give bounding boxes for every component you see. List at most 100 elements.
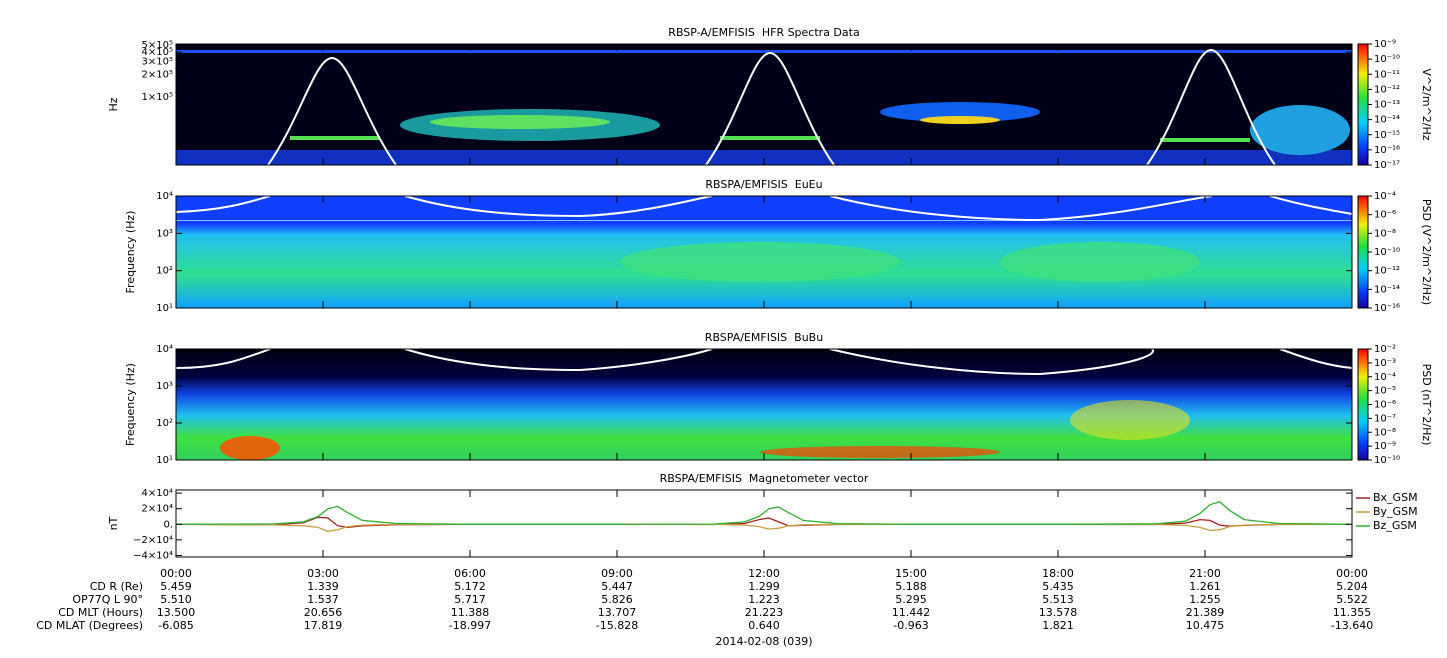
ephemeris-value: 11.355 — [1333, 606, 1372, 619]
ephemeris-value: -0.963 — [893, 619, 928, 632]
y-tick-label: 4×10⁵ — [142, 47, 173, 58]
ephemeris-value: 5.826 — [601, 593, 633, 606]
ephemeris-value: 13.578 — [1039, 606, 1078, 619]
ephemeris-value: 5.717 — [454, 593, 486, 606]
date-label: 2014-02-08 (039) — [715, 635, 812, 648]
y-tick-label: 2×10⁵ — [142, 70, 173, 81]
colorbar-tick-label: 10⁻¹⁰ — [1374, 247, 1400, 258]
ephemeris-value: 5.204 — [1336, 580, 1368, 593]
ephemeris-value: 5.172 — [454, 580, 486, 593]
colorbar-tick-label: 10⁻¹⁶ — [1374, 145, 1400, 156]
colorbar-tick-label: 10⁻¹⁶ — [1374, 303, 1400, 314]
colorbar-tick-label: 10⁻¹¹ — [1374, 69, 1400, 80]
colorbar-tick-label: 10⁻¹³ — [1374, 100, 1400, 111]
x-tick-label: 03:00 — [307, 567, 339, 580]
ephemeris-value: 1.537 — [307, 593, 339, 606]
x-tick-label: 06:00 — [454, 567, 486, 580]
colorbar-tick-label: 10⁻¹⁴ — [1374, 115, 1400, 126]
ephemeris-value: 17.819 — [304, 619, 343, 632]
ephemeris-label: OP77Q L 90° — [72, 593, 143, 606]
x-tick-label: 09:00 — [601, 567, 633, 580]
x-tick-label: 15:00 — [895, 567, 927, 580]
colorbar-tick-label: 10⁻⁷ — [1374, 413, 1396, 424]
colorbar-tick-label: 10⁻⁴ — [1374, 191, 1396, 202]
y-tick-label: 10⁴ — [156, 191, 173, 202]
x-tick-label: 12:00 — [748, 567, 780, 580]
ephemeris-value: 1.255 — [1189, 593, 1221, 606]
ephemeris-value: 21.223 — [745, 606, 784, 619]
colorbar-tick-label: 10⁻³ — [1374, 358, 1396, 369]
ephemeris-value: -15.828 — [596, 619, 638, 632]
x-tick-label: 21:00 — [1189, 567, 1221, 580]
y-tick-label: 10¹ — [156, 303, 173, 314]
colorbar-tick-label: 10⁻¹⁰ — [1374, 455, 1400, 466]
colorbar-tick-label: 10⁻⁵ — [1374, 386, 1396, 397]
panel-title: RBSPA/EMFISIS BuBu — [705, 331, 823, 344]
colorbar-tick-label: 10⁻¹⁵ — [1374, 130, 1400, 141]
colorbar-tick-label: 10⁻¹⁴ — [1374, 284, 1400, 295]
ephemeris-value: 5.522 — [1336, 593, 1368, 606]
ephemeris-value: -6.085 — [158, 619, 193, 632]
colorbar-tick-label: 10⁻⁹ — [1374, 39, 1396, 50]
ephemeris-value: 13.707 — [598, 606, 637, 619]
x-tick-label: 18:00 — [1042, 567, 1074, 580]
ephemeris-value: 10.475 — [1186, 619, 1225, 632]
ephemeris-value: 5.513 — [1042, 593, 1074, 606]
colorbar-tick-label: 10⁻⁸ — [1374, 228, 1396, 239]
ephemeris-value: 11.442 — [892, 606, 931, 619]
ephemeris-value: 5.295 — [895, 593, 927, 606]
y-axis-label: Frequency (Hz) — [124, 363, 137, 446]
y-tick-label: 10⁴ — [156, 344, 173, 355]
y-tick-label: 5×10⁵ — [142, 40, 173, 51]
colorbar-label: PSD (nT^2/Hz) — [1420, 364, 1433, 446]
y-tick-label: 10³ — [156, 228, 173, 239]
y-tick-label: 10² — [156, 418, 173, 429]
colorbar-tick-label: 10⁻⁶ — [1374, 210, 1396, 221]
y-tick-label: 2×10⁴ — [142, 504, 173, 515]
ephemeris-value: 1.821 — [1042, 619, 1074, 632]
colorbar-tick-label: 10⁻¹² — [1374, 266, 1400, 277]
ephemeris-label: CD R (Re) — [90, 580, 143, 593]
ephemeris-label: CD MLT (Hours) — [58, 606, 143, 619]
ephemeris-value: 5.510 — [160, 593, 192, 606]
colorbar-tick-label: 10⁻⁹ — [1374, 441, 1396, 452]
ephemeris-value: 0.640 — [748, 619, 780, 632]
colorbar-label: PSD (V^2/m^2/Hz) — [1420, 199, 1433, 305]
ephemeris-value: -18.997 — [449, 619, 491, 632]
panel-title: RBSPA/EMFISIS Magnetometer vector — [660, 472, 869, 485]
ephemeris-value: 5.447 — [601, 580, 633, 593]
series-line — [175, 516, 1353, 529]
legend-label: Bx_GSM — [1373, 491, 1418, 504]
x-tick-label: 00:00 — [160, 567, 192, 580]
ephemeris-value: -13.640 — [1331, 619, 1373, 632]
y-tick-label: 10² — [156, 266, 173, 277]
x-tick-label: 00:00 — [1336, 567, 1368, 580]
legend-label: By_GSM — [1373, 505, 1418, 518]
colorbar-tick-label: 10⁻⁸ — [1374, 427, 1396, 438]
series-line — [175, 523, 1353, 532]
y-tick-label: 1×10⁵ — [142, 92, 173, 103]
y-axis-label: Hz — [107, 97, 120, 111]
y-axis-label: Frequency (Hz) — [124, 211, 137, 294]
panel-title: RBSPA/EMFISIS EuEu — [705, 178, 822, 191]
y-axis-label: nT — [107, 516, 120, 530]
colorbar-tick-label: 10⁻² — [1374, 344, 1396, 355]
colorbar-tick-label: 10⁻¹⁷ — [1374, 160, 1400, 171]
colorbar-tick-label: 10⁻¹⁰ — [1374, 54, 1400, 65]
ephemeris-value: 1.261 — [1189, 580, 1221, 593]
ephemeris-value: 1.223 — [748, 593, 780, 606]
colorbar-label: V^2/m^2/Hz — [1420, 68, 1433, 140]
series-line — [175, 500, 1353, 525]
ephemeris-value: 21.389 — [1186, 606, 1225, 619]
y-tick-label: 10³ — [156, 381, 173, 392]
ephemeris-value: 5.435 — [1042, 580, 1074, 593]
panel-title: RBSP-A/EMFISIS HFR Spectra Data — [668, 26, 859, 39]
colorbar-tick-label: 10⁻¹² — [1374, 84, 1400, 95]
y-tick-label: 3×10⁵ — [142, 56, 173, 67]
ephemeris-label: CD MLAT (Degrees) — [36, 619, 143, 632]
colorbar-tick-label: 10⁻⁶ — [1374, 400, 1396, 411]
ephemeris-value: 1.299 — [748, 580, 780, 593]
legend-label: Bz_GSM — [1373, 519, 1417, 532]
y-tick-label: −2×10⁴ — [133, 535, 173, 546]
